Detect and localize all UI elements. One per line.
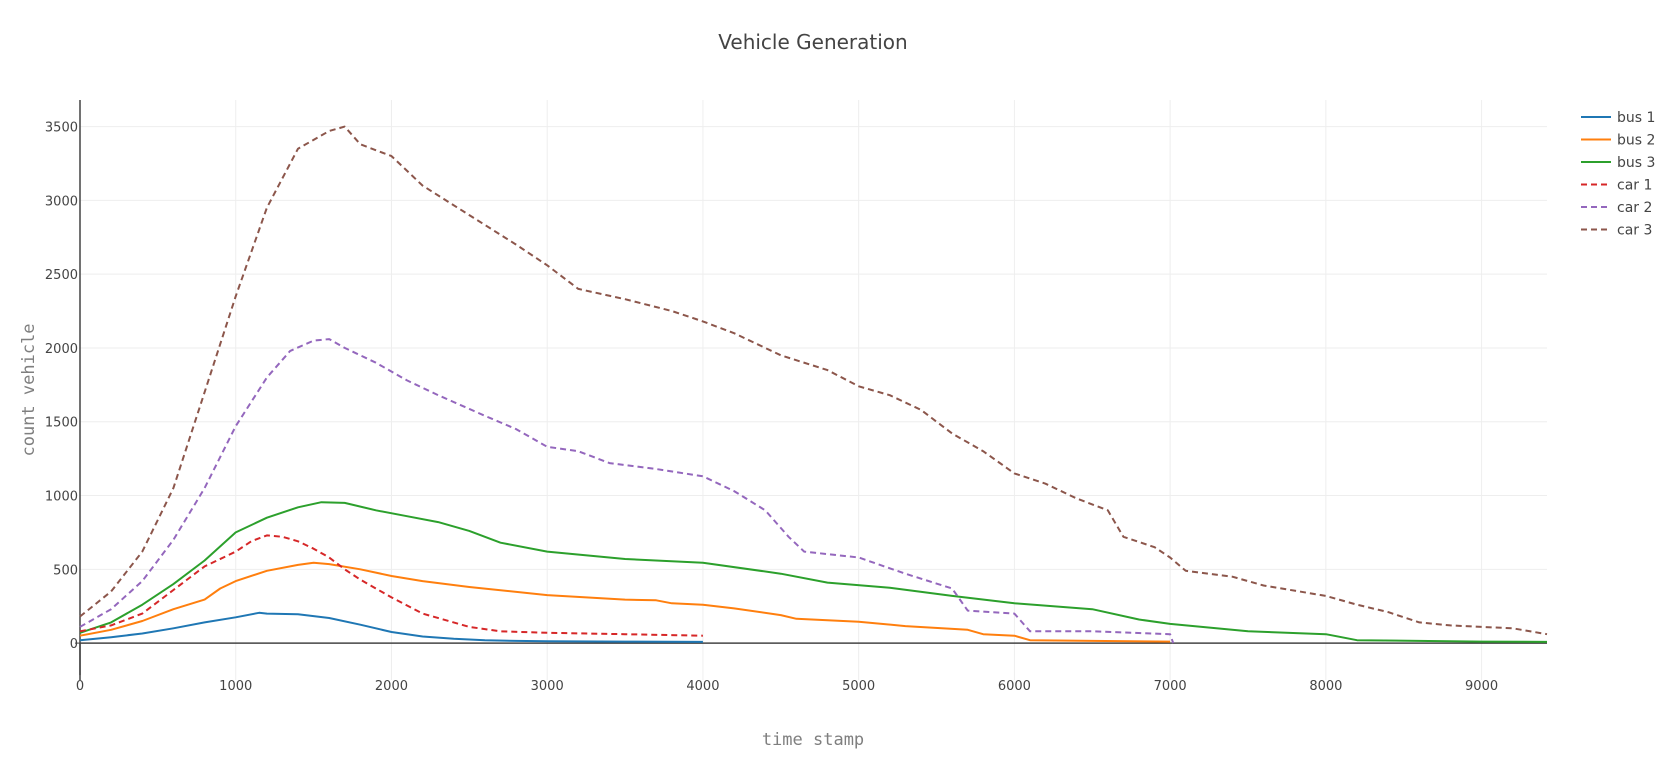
x-tick-label: 7000	[1154, 679, 1187, 694]
series-line-bus-3	[79, 501, 1548, 643]
x-tick-label: 3000	[531, 679, 564, 694]
axes	[75, 100, 1547, 680]
plot-area	[79, 125, 1548, 644]
y-tick-label: 2000	[45, 342, 78, 357]
legend-label-bus-1: bus 1	[1617, 110, 1655, 126]
grid	[80, 100, 1547, 680]
x-tick-label: 1000	[219, 679, 252, 694]
tick-labels: 0 1000 2000 3000 4000 5000 6000 7000 8000 9000 0 50…	[45, 121, 1498, 695]
y-tick-label: 3000	[45, 194, 78, 209]
legend-label-bus-2: bus 2	[1617, 133, 1655, 149]
y-tick-label: 3500	[45, 121, 78, 136]
series-line-car-3	[79, 125, 1548, 636]
series-line-car-1	[79, 534, 703, 637]
legend: bus 1 bus 2 bus 3 car 1 car 2 car 3	[1581, 110, 1655, 239]
x-tick-label: 0	[76, 679, 84, 694]
y-tick-label: 500	[53, 563, 78, 578]
legend-label-car-3: car 3	[1617, 223, 1652, 239]
legend-label-car-1: car 1	[1617, 178, 1652, 194]
x-tick-label: 2000	[375, 679, 408, 694]
x-tick-label: 6000	[998, 679, 1031, 694]
legend-label-bus-3: bus 3	[1617, 155, 1655, 171]
y-tick-label: 0	[70, 637, 78, 652]
series-line-car-2	[79, 338, 1175, 644]
chart-title: Vehicle Generation	[718, 30, 907, 54]
series-line-bus-2	[79, 561, 1171, 643]
series-line-bus-1	[79, 611, 703, 643]
y-tick-label: 1000	[45, 490, 78, 505]
x-tick-label: 9000	[1465, 679, 1498, 694]
y-tick-label: 1500	[45, 416, 78, 431]
x-tick-label: 4000	[686, 679, 719, 694]
x-tick-label: 8000	[1309, 679, 1342, 694]
y-tick-label: 2500	[45, 268, 78, 283]
legend-label-car-2: car 2	[1617, 200, 1652, 216]
x-tick-label: 5000	[842, 679, 875, 694]
x-axis-title: time stamp	[762, 730, 864, 750]
y-axis-title: count vehicle	[19, 323, 39, 456]
